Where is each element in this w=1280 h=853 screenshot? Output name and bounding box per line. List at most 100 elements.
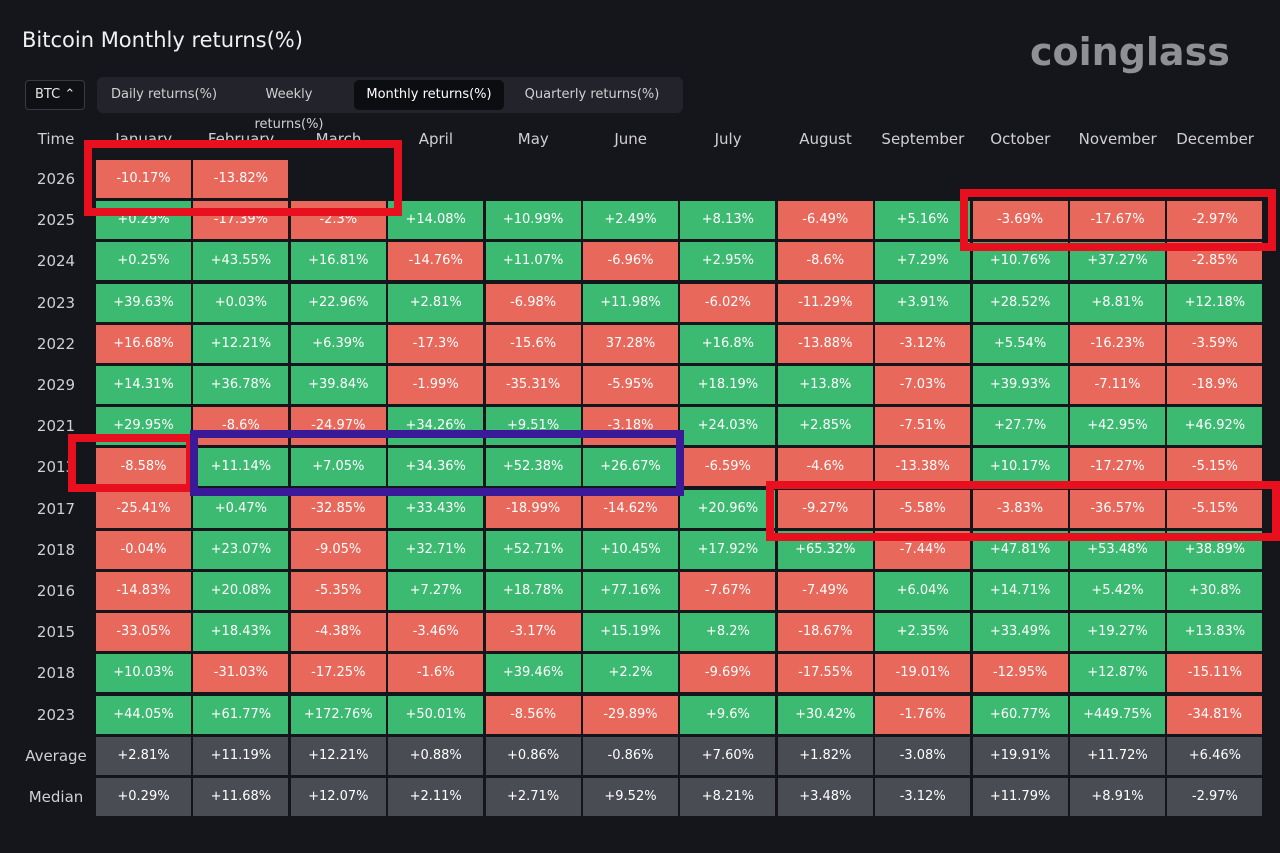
- return-cell: +18.19%: [680, 366, 776, 404]
- row-label: 2025: [36, 211, 76, 230]
- return-cell: -5.15%: [1167, 489, 1263, 528]
- tab[interactable]: Quarterly returns(%): [524, 87, 660, 102]
- return-cell: -13.88%: [777, 324, 873, 363]
- return-cell: +22.96%: [290, 283, 386, 322]
- return-cell: +449.75%: [1070, 695, 1165, 734]
- return-cell: +46.92%: [1167, 407, 1263, 446]
- return-cell: +12.07%: [290, 778, 386, 816]
- tab[interactable]: Weekly returns(%): [254, 87, 324, 132]
- logo: coinglass: [1030, 30, 1230, 74]
- column-header: April: [418, 130, 454, 148]
- return-cell: +5.16%: [875, 201, 971, 240]
- return-cell: +8.2%: [680, 613, 776, 652]
- return-cell: +16.68%: [96, 324, 191, 363]
- return-cell: -13.82%: [193, 160, 289, 198]
- return-cell: +7.27%: [388, 572, 484, 610]
- return-cell: +17.92%: [680, 530, 776, 569]
- return-cell: +6.39%: [290, 324, 386, 363]
- return-cell: +60.77%: [972, 695, 1068, 734]
- return-cell: +36.78%: [193, 366, 289, 404]
- return-cell: +39.46%: [485, 654, 581, 693]
- column-header: Time: [37, 130, 75, 148]
- return-cell: -5.15%: [1167, 448, 1263, 487]
- return-cell: -12.95%: [972, 654, 1068, 693]
- row-label: Average: [25, 746, 87, 765]
- highlight-box: [68, 434, 194, 492]
- return-cell: +24.03%: [680, 407, 776, 446]
- column-header: August: [799, 130, 852, 148]
- return-cell: +23.07%: [193, 530, 289, 569]
- return-cell: +9.51%: [485, 407, 581, 446]
- return-cell: -4.38%: [290, 613, 386, 652]
- coin-label: BTC: [35, 87, 61, 102]
- return-cell: +0.29%: [96, 778, 191, 816]
- return-cell: -36.57%: [1070, 489, 1165, 528]
- return-cell: -1.76%: [875, 695, 971, 734]
- return-cell: +14.31%: [96, 366, 191, 404]
- return-cell: -17.55%: [777, 654, 873, 693]
- return-cell: -18.9%: [1167, 366, 1263, 404]
- return-cell: +26.67%: [583, 448, 678, 487]
- return-cell: +34.26%: [388, 407, 484, 446]
- return-cell: +20.96%: [680, 489, 776, 528]
- return-cell: +12.21%: [290, 736, 386, 775]
- coin-selector[interactable]: BTC ⌃: [25, 80, 85, 110]
- return-cell: +12.87%: [1070, 654, 1165, 693]
- return-cell: +8.13%: [680, 201, 776, 240]
- row-label: 2018: [36, 664, 76, 683]
- row-label: 2026: [36, 170, 76, 188]
- return-cell: +13.83%: [1167, 613, 1263, 652]
- return-cell: +10.45%: [583, 530, 678, 569]
- return-cell: -6.49%: [777, 201, 873, 240]
- return-cell: -6.98%: [485, 283, 581, 322]
- return-cell: +5.42%: [1070, 572, 1165, 610]
- return-cell: -35.31%: [485, 366, 581, 404]
- return-cell: -5.95%: [583, 366, 678, 404]
- return-cell: +2.95%: [680, 242, 776, 281]
- return-cell: +11.72%: [1070, 736, 1165, 775]
- return-cell: -31.03%: [193, 654, 289, 693]
- row-label: 2018: [36, 540, 76, 559]
- return-cell: +18.43%: [193, 613, 289, 652]
- return-cell: +8.81%: [1070, 283, 1165, 322]
- return-cell: +44.05%: [96, 695, 191, 734]
- return-cell: -17.39%: [193, 201, 289, 240]
- return-cell: -3.18%: [583, 407, 678, 446]
- return-cell: -9.69%: [680, 654, 776, 693]
- return-cell: +0.88%: [388, 736, 484, 775]
- return-cell: +2.11%: [388, 778, 484, 816]
- row-label: 2015: [36, 623, 76, 642]
- return-cell: -17.25%: [290, 654, 386, 693]
- tab[interactable]: Monthly returns(%): [354, 80, 504, 110]
- return-cell: +28.52%: [972, 283, 1068, 322]
- row-label: 2023: [36, 293, 76, 312]
- return-cell: -18.67%: [777, 613, 873, 652]
- return-cell: -0.86%: [583, 736, 678, 775]
- column-header: September: [881, 130, 965, 148]
- return-cell: +11.79%: [972, 778, 1068, 816]
- return-cell: +7.29%: [875, 242, 971, 281]
- return-cell: +3.48%: [777, 778, 873, 816]
- return-cell: +9.52%: [583, 778, 678, 816]
- return-cell: +61.77%: [193, 695, 289, 734]
- return-cell: +30.8%: [1167, 572, 1263, 610]
- return-cell: -3.12%: [875, 778, 971, 816]
- return-cell: -29.89%: [583, 695, 678, 734]
- return-cell: +11.14%: [193, 448, 289, 487]
- return-cell: -17.27%: [1070, 448, 1165, 487]
- return-cell: +8.21%: [680, 778, 776, 816]
- tab[interactable]: Daily returns(%): [110, 87, 218, 102]
- return-cell: -14.76%: [388, 242, 484, 281]
- return-cell: +19.91%: [972, 736, 1068, 775]
- column-header: May: [517, 130, 549, 148]
- return-cell: +2.81%: [388, 283, 484, 322]
- return-cell: +20.08%: [193, 572, 289, 610]
- return-cell: -3.69%: [972, 201, 1068, 240]
- return-cell: -17.3%: [388, 324, 484, 363]
- row-label: 2022: [36, 334, 76, 353]
- row-label: 2024: [36, 252, 76, 271]
- row-label: 2029: [36, 376, 76, 394]
- return-cell: +2.35%: [875, 613, 971, 652]
- return-cell: -2.97%: [1167, 201, 1263, 240]
- return-cell: -33.05%: [96, 613, 191, 652]
